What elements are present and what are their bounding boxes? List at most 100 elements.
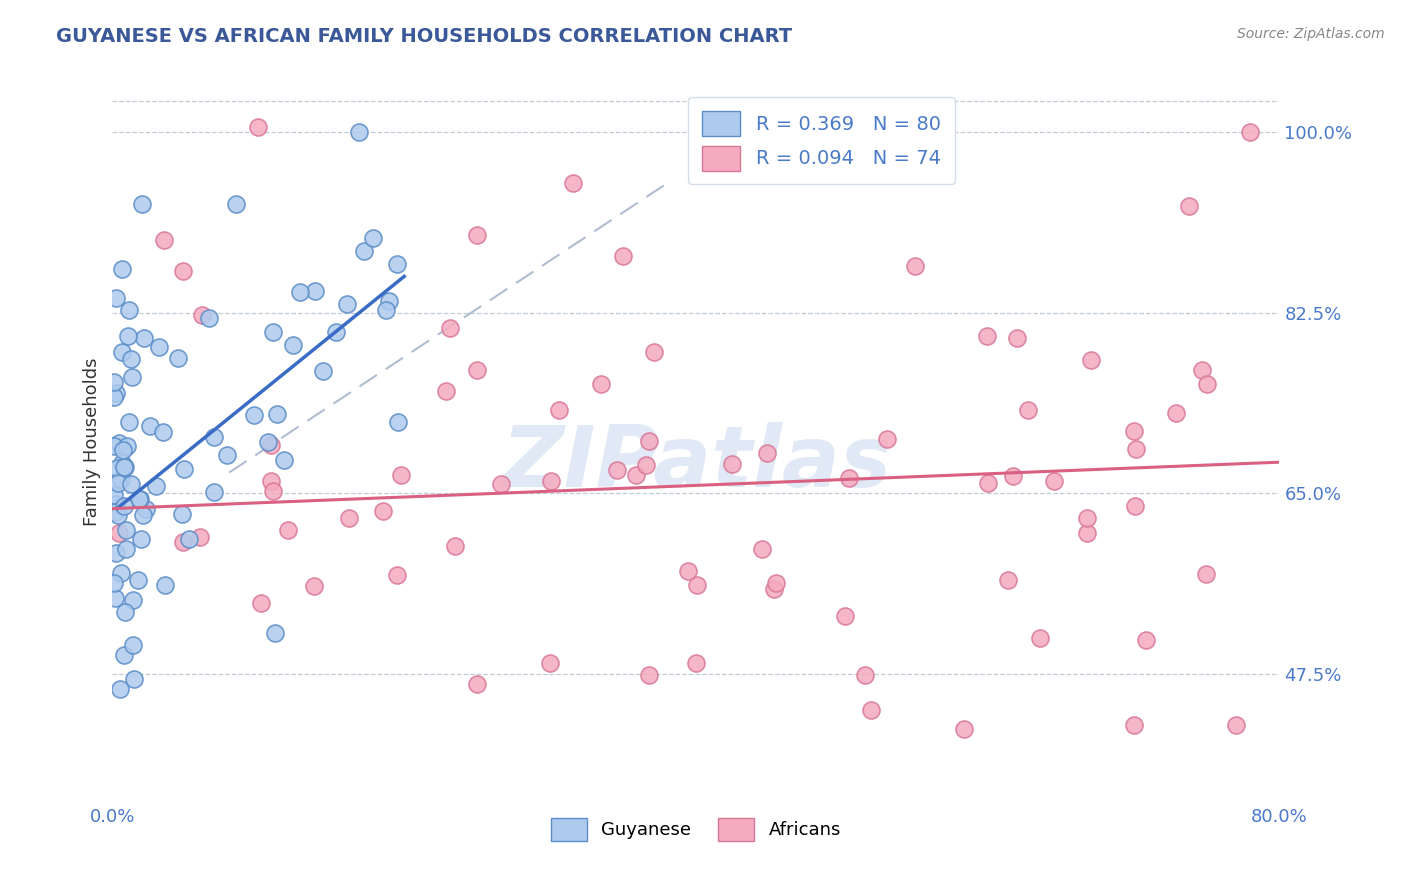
- Point: [105, 461, 128, 475]
- Point: [262, 325, 284, 339]
- Text: Source: ZipAtlas.com: Source: ZipAtlas.com: [1237, 27, 1385, 41]
- Point: [110, 472, 132, 486]
- Point: [1017, 403, 1039, 417]
- Point: [153, 578, 176, 592]
- Point: [111, 261, 134, 276]
- Point: [763, 582, 786, 596]
- Point: [191, 308, 214, 322]
- Point: [127, 573, 149, 587]
- Point: [838, 471, 860, 485]
- Point: [353, 244, 375, 258]
- Point: [172, 534, 194, 549]
- Point: [104, 385, 127, 400]
- Point: [548, 403, 571, 417]
- Point: [1001, 469, 1024, 483]
- Point: [976, 475, 998, 490]
- Point: [148, 340, 170, 354]
- Point: [132, 508, 155, 522]
- Point: [215, 448, 238, 462]
- Point: [540, 474, 562, 488]
- Point: [643, 345, 665, 359]
- Point: [720, 457, 742, 471]
- Point: [853, 668, 876, 682]
- Point: [260, 475, 283, 489]
- Point: [281, 337, 304, 351]
- Point: [103, 375, 125, 389]
- Point: [115, 542, 138, 557]
- Point: [589, 377, 612, 392]
- Point: [247, 120, 270, 134]
- Point: [121, 638, 143, 652]
- Point: [115, 523, 138, 537]
- Point: [118, 415, 141, 429]
- Point: [336, 297, 359, 311]
- Point: [117, 328, 139, 343]
- Point: [756, 446, 779, 460]
- Point: [1122, 424, 1144, 438]
- Point: [465, 677, 488, 691]
- Point: [373, 504, 395, 518]
- Point: [1005, 331, 1028, 345]
- Point: [202, 430, 225, 444]
- Point: [387, 415, 409, 429]
- Point: [257, 435, 280, 450]
- Point: [1239, 125, 1261, 139]
- Point: [465, 363, 488, 377]
- Point: [124, 672, 146, 686]
- Point: [638, 667, 661, 681]
- Point: [120, 476, 142, 491]
- Point: [167, 351, 190, 365]
- Point: [312, 364, 335, 378]
- Point: [1195, 567, 1218, 582]
- Point: [834, 608, 856, 623]
- Point: [225, 197, 247, 211]
- Point: [242, 408, 264, 422]
- Point: [1178, 199, 1201, 213]
- Point: [170, 507, 193, 521]
- Point: [114, 605, 136, 619]
- Point: [173, 462, 195, 476]
- Point: [685, 657, 707, 671]
- Point: [751, 541, 773, 556]
- Point: [103, 576, 125, 591]
- Legend: Guyanese, Africans: Guyanese, Africans: [544, 810, 848, 848]
- Point: [108, 525, 131, 540]
- Point: [132, 331, 155, 345]
- Point: [104, 497, 127, 511]
- Point: [107, 475, 129, 490]
- Point: [997, 573, 1019, 587]
- Point: [135, 502, 157, 516]
- Point: [1125, 442, 1147, 456]
- Point: [262, 483, 284, 498]
- Point: [325, 325, 347, 339]
- Point: [266, 407, 288, 421]
- Point: [115, 439, 138, 453]
- Point: [636, 458, 658, 472]
- Point: [347, 125, 370, 139]
- Point: [202, 485, 225, 500]
- Point: [1123, 500, 1146, 514]
- Point: [765, 575, 787, 590]
- Point: [1122, 718, 1144, 732]
- Point: [131, 197, 153, 211]
- Point: [103, 487, 125, 501]
- Point: [436, 384, 458, 398]
- Point: [378, 294, 401, 309]
- Point: [1225, 718, 1247, 732]
- Point: [361, 231, 384, 245]
- Point: [112, 648, 135, 662]
- Point: [624, 468, 647, 483]
- Point: [1029, 631, 1052, 645]
- Point: [538, 657, 561, 671]
- Point: [112, 500, 135, 514]
- Point: [337, 511, 360, 525]
- Point: [128, 491, 150, 506]
- Point: [112, 460, 135, 475]
- Point: [121, 370, 143, 384]
- Point: [129, 532, 152, 546]
- Point: [172, 263, 194, 277]
- Point: [876, 432, 898, 446]
- Point: [188, 530, 211, 544]
- Point: [107, 436, 129, 450]
- Point: [1076, 510, 1098, 524]
